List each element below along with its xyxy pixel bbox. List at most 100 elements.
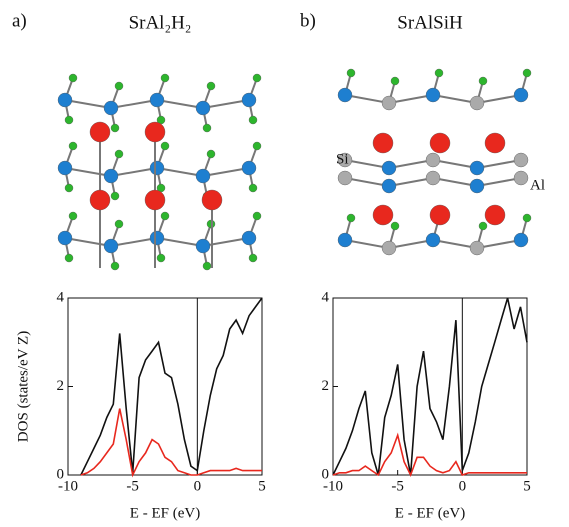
atom xyxy=(115,150,123,158)
atom xyxy=(203,124,211,132)
atom xyxy=(382,161,396,175)
y-tick-label: 0 xyxy=(322,466,330,482)
atom xyxy=(207,82,215,90)
dos-line xyxy=(333,298,527,475)
dos-line xyxy=(333,435,527,475)
atom xyxy=(430,133,450,153)
atom xyxy=(161,212,169,220)
atom xyxy=(373,133,393,153)
x-tick-label: 0 xyxy=(459,478,467,494)
atom xyxy=(249,254,257,262)
y-axis-label: DOS (states/eV Z) xyxy=(15,331,31,442)
atom xyxy=(391,77,399,85)
atom xyxy=(150,161,164,175)
panel-title: SrAlSiH xyxy=(397,12,463,33)
atom-label: Si xyxy=(336,151,349,167)
atom xyxy=(347,69,355,77)
atom xyxy=(514,88,528,102)
atom xyxy=(470,241,484,255)
atom xyxy=(65,116,73,124)
atom xyxy=(514,171,528,185)
atom xyxy=(104,101,118,115)
atom xyxy=(65,184,73,192)
atom xyxy=(485,133,505,153)
atom xyxy=(203,262,211,270)
atom xyxy=(391,222,399,230)
atom xyxy=(338,233,352,247)
dos-line xyxy=(81,298,262,475)
dos-line xyxy=(81,409,262,475)
atom xyxy=(430,205,450,225)
atom xyxy=(90,190,110,210)
atom xyxy=(347,214,355,222)
atom xyxy=(249,184,257,192)
crystal-structures xyxy=(58,69,531,270)
atom xyxy=(196,239,210,253)
atom xyxy=(90,122,110,142)
y-tick-label: 2 xyxy=(57,378,65,394)
atom xyxy=(104,239,118,253)
atom xyxy=(161,74,169,82)
atom xyxy=(523,214,531,222)
atom xyxy=(435,69,443,77)
panel-title: SrAl₂H₂ xyxy=(129,12,192,33)
atom xyxy=(470,179,484,193)
atom xyxy=(196,169,210,183)
y-tick-label: 4 xyxy=(57,289,65,305)
plot-frame xyxy=(333,298,527,475)
atom xyxy=(338,171,352,185)
atom xyxy=(470,161,484,175)
atom xyxy=(196,101,210,115)
atom xyxy=(115,220,123,228)
atom xyxy=(58,93,72,107)
panel-label: a) xyxy=(12,10,27,31)
atom xyxy=(382,96,396,110)
atom xyxy=(111,262,119,270)
x-tick-label: -5 xyxy=(391,478,404,494)
atom xyxy=(382,241,396,255)
x-tick-label: 0 xyxy=(194,478,202,494)
atom xyxy=(69,212,77,220)
atom xyxy=(253,74,261,82)
y-tick-label: 0 xyxy=(57,466,65,482)
y-tick-label: 2 xyxy=(322,378,330,394)
x-tick-label: 5 xyxy=(523,478,531,494)
atom xyxy=(242,161,256,175)
atom xyxy=(426,88,440,102)
x-tick-label: -5 xyxy=(126,478,139,494)
atom xyxy=(514,153,528,167)
x-tick-label: 5 xyxy=(258,478,266,494)
atom xyxy=(479,77,487,85)
atom-label: Al xyxy=(530,177,545,193)
atom xyxy=(115,82,123,90)
atom xyxy=(111,192,119,200)
atom xyxy=(382,179,396,193)
atom xyxy=(161,142,169,150)
atom xyxy=(145,190,165,210)
panel-label: b) xyxy=(300,10,316,31)
atom xyxy=(253,142,261,150)
atom xyxy=(479,222,487,230)
atom xyxy=(426,153,440,167)
atom xyxy=(242,231,256,245)
atom xyxy=(58,161,72,175)
atom xyxy=(69,142,77,150)
atom xyxy=(249,116,257,124)
atom xyxy=(69,74,77,82)
atom xyxy=(145,122,165,142)
atom xyxy=(523,69,531,77)
atom xyxy=(150,231,164,245)
y-tick-label: 4 xyxy=(322,289,330,305)
x-axis-label: E - EF (eV) xyxy=(395,505,465,521)
x-axis-label: E - EF (eV) xyxy=(130,505,200,521)
atom xyxy=(485,205,505,225)
atom xyxy=(338,88,352,102)
atom xyxy=(157,254,165,262)
atom xyxy=(242,93,256,107)
atom xyxy=(373,205,393,225)
atom xyxy=(253,212,261,220)
atom xyxy=(58,231,72,245)
figure: a) SrAl₂H₂ b) SrAlSiH Si Al -10-505024E … xyxy=(0,0,569,527)
atom xyxy=(426,233,440,247)
atom xyxy=(202,190,222,210)
